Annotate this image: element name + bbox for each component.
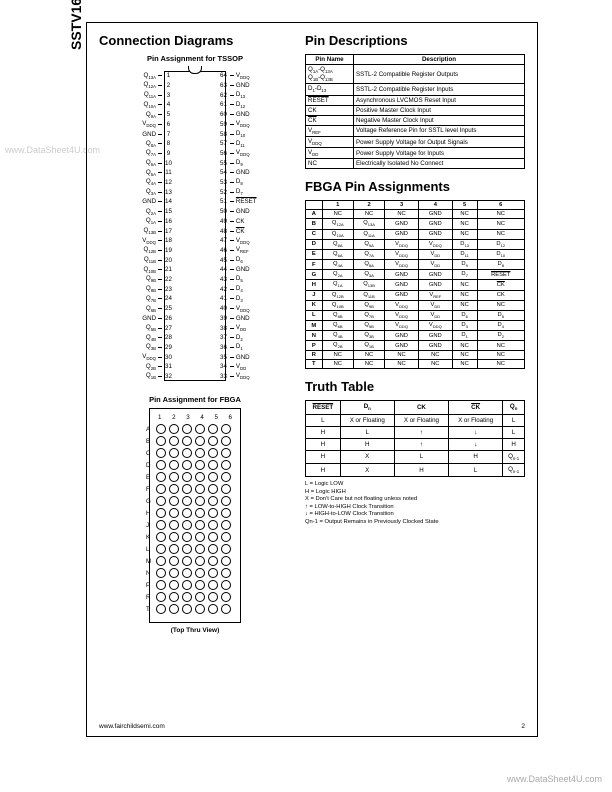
page-frame: Connection Diagrams Pin Assignment for T… — [86, 22, 538, 737]
connection-diagrams-title: Connection Diagrams — [99, 33, 291, 48]
truth-table-notes: L = Logic LOWH = Logic HIGHX = Don't Car… — [305, 481, 525, 526]
left-column: Connection Diagrams Pin Assignment for T… — [99, 33, 291, 634]
fbga-assignments-table: 123456ANCNCNCGNDNCNCBQ12AQ13AGNDGNDNCNCC… — [305, 200, 525, 369]
tssop-subtitle: Pin Assignment for TSSOP — [99, 54, 291, 63]
part-number-vertical: SSTV16859 — [68, 0, 84, 50]
fbga-subtitle: Pin Assignment for FBGA — [99, 395, 291, 404]
watermark-right: www.DataSheet4U.com — [507, 774, 602, 784]
truth-table-title: Truth Table — [305, 379, 525, 394]
footer-page: 2 — [521, 723, 525, 730]
fbga-diagram: 123456ABCDEFGHJKLMNPRT — [149, 408, 241, 623]
fbga-view-note: (Top Thru View) — [99, 627, 291, 634]
pin-descriptions-table: Pin NameDescriptionQ1A-Q13AQ1B-Q13BSSTL-… — [305, 54, 525, 169]
footer-url: www.fairchildsemi.com — [99, 723, 165, 730]
pin-descriptions-title: Pin Descriptions — [305, 33, 525, 48]
page-footer: www.fairchildsemi.com 2 — [99, 723, 525, 730]
tssop-diagram: Q13A 1 64 VDDQ Q12A 2 63 GND Q11A 3 62 D… — [120, 67, 270, 385]
right-column: Pin Descriptions Pin NameDescriptionQ1A-… — [305, 33, 525, 634]
truth-table: RESETDnCKCKQnLX or FloatingX or Floating… — [305, 400, 525, 477]
fbga-assignments-title: FBGA Pin Assignments — [305, 179, 525, 194]
